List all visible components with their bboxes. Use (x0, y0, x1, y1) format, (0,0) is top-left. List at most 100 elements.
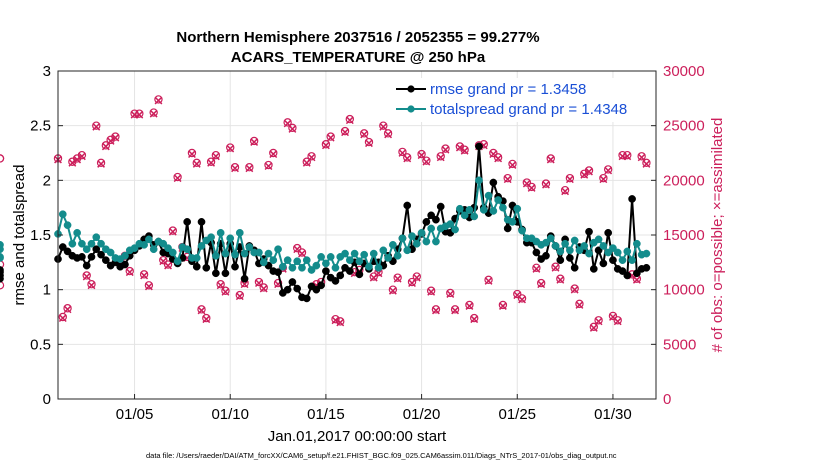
x-tick-label: 01/10 (211, 406, 249, 423)
obs-possible-marker (0, 260, 5, 269)
obs-assimilated-marker (173, 174, 182, 183)
y-right-axis-label: # of obs: o=possible; ×=assimilated (709, 118, 726, 353)
obs-assimilated-marker (542, 180, 550, 189)
obs-assimilated-marker (321, 141, 330, 150)
obs-possible-marker (407, 277, 417, 287)
obs-possible-marker (556, 274, 565, 283)
rmse-point (293, 284, 302, 293)
totalspread-point (628, 256, 636, 264)
obs-possible-marker (269, 148, 278, 158)
data-file-footnote: data file: /Users/raeder/DAI/ATM_forcXX/… (146, 451, 617, 460)
x-axis-ticks: 01/05 01/10 01/15 01/20 01/25 01/30 (116, 394, 632, 423)
obs-possible-marker (470, 313, 479, 323)
obs-assimilated-marker (379, 122, 388, 131)
totalspread-point (159, 239, 168, 248)
totalspread-point (264, 249, 273, 258)
obs-assimilated-marker (436, 153, 445, 162)
obs-possible-marker (63, 304, 72, 313)
obs-possible-marker (321, 140, 331, 149)
obs-assimilated-marker (87, 281, 96, 290)
obs-assimilated-marker (211, 152, 220, 161)
totalspread-point (293, 257, 302, 266)
obs-assimilated-marker (326, 133, 335, 142)
obs-assimilated-marker (125, 268, 134, 277)
rmse-point (566, 254, 574, 262)
chart-title-line2: ACARS_TEMPERATURE @ 250 hPa (231, 49, 486, 66)
obs-assimilated-marker (58, 314, 67, 323)
obs-possible-marker (527, 182, 536, 192)
obs-assimilated-marker (451, 306, 460, 315)
obs-assimilated-marker (570, 285, 579, 294)
obs-assimilated-marker (245, 164, 254, 173)
obs-possible-marker (96, 158, 106, 168)
obs-assimilated-marker (551, 263, 560, 272)
totalspread-point (508, 218, 517, 226)
obs-possible-marker (249, 136, 259, 146)
obs-assimilated-marker (164, 261, 172, 270)
obs-possible-marker (77, 150, 87, 160)
rmse-point (183, 218, 192, 226)
obs-possible-marker (493, 153, 503, 162)
obs-assimilated-marker (494, 154, 503, 163)
obs-possible-marker (584, 166, 594, 175)
totalspread-point (566, 246, 574, 255)
obs-assimilated-marker (384, 130, 393, 139)
obs-possible-marker (139, 270, 149, 279)
rmse-point (97, 250, 105, 259)
totalspread-point (365, 262, 373, 271)
rmse-point (475, 142, 483, 151)
y-axis-label: rmse and totalspread (11, 165, 28, 306)
totalspread-point (489, 207, 498, 215)
totalspread-point (475, 176, 483, 185)
obs-possible-marker (173, 172, 182, 182)
totalspread-point (609, 244, 617, 252)
obs-possible-marker (546, 154, 555, 163)
rmse-point (82, 261, 91, 270)
obs-possible-marker (58, 312, 67, 322)
obs-assimilated-marker (154, 96, 163, 105)
rmse-point (489, 178, 498, 187)
obs-possible-marker (513, 289, 522, 299)
totalspread-point (331, 263, 340, 272)
totalspread-point (570, 236, 579, 245)
obs-possible-marker (101, 141, 111, 150)
rmse-point (532, 248, 541, 257)
obs-possible-marker (0, 154, 5, 163)
totalspread-point (312, 261, 321, 270)
obs-assimilated-marker (92, 122, 101, 131)
rmse-point (312, 285, 321, 294)
obs-assimilated-marker (546, 155, 555, 164)
rmse-point (202, 263, 211, 272)
y-right-tick-label: 25000 (663, 118, 705, 135)
obs-assimilated-marker (503, 175, 512, 184)
obs-assimilated-marker (556, 275, 565, 284)
obs-assimilated-marker (561, 187, 570, 196)
totalspread-point (412, 239, 421, 248)
rmse-point (78, 253, 86, 261)
obs-assimilated-marker (374, 269, 383, 278)
obs-possible-marker (551, 262, 560, 271)
obs-assimilated-marker (144, 282, 153, 291)
obs-assimilated-marker (240, 280, 249, 289)
y-right-tick-label: 0 (663, 391, 671, 408)
totalspread-point (0, 253, 4, 261)
rmse-point (121, 260, 129, 269)
obs-possible-marker (144, 281, 154, 290)
totalspread-point (164, 244, 172, 252)
obs-assimilated-marker (441, 145, 450, 154)
legend: rmse grand pr = 1.3458 totalspread grand… (392, 78, 648, 122)
obs-possible-marker (163, 260, 173, 269)
obs-assimilated-marker (518, 295, 526, 304)
rmse-point (302, 294, 311, 303)
obs-possible-marker (560, 185, 570, 195)
obs-possible-marker (517, 294, 527, 303)
obs-possible-marker (642, 158, 651, 168)
obs-assimilated-marker (460, 146, 469, 155)
totalspread-point (513, 204, 522, 213)
totalspread-point (73, 228, 81, 237)
totalspread-point (145, 235, 153, 244)
totalspread-point (149, 245, 158, 254)
totalspread-point (345, 256, 354, 264)
totalspread-point (633, 239, 641, 248)
totalspread-point (121, 251, 129, 260)
